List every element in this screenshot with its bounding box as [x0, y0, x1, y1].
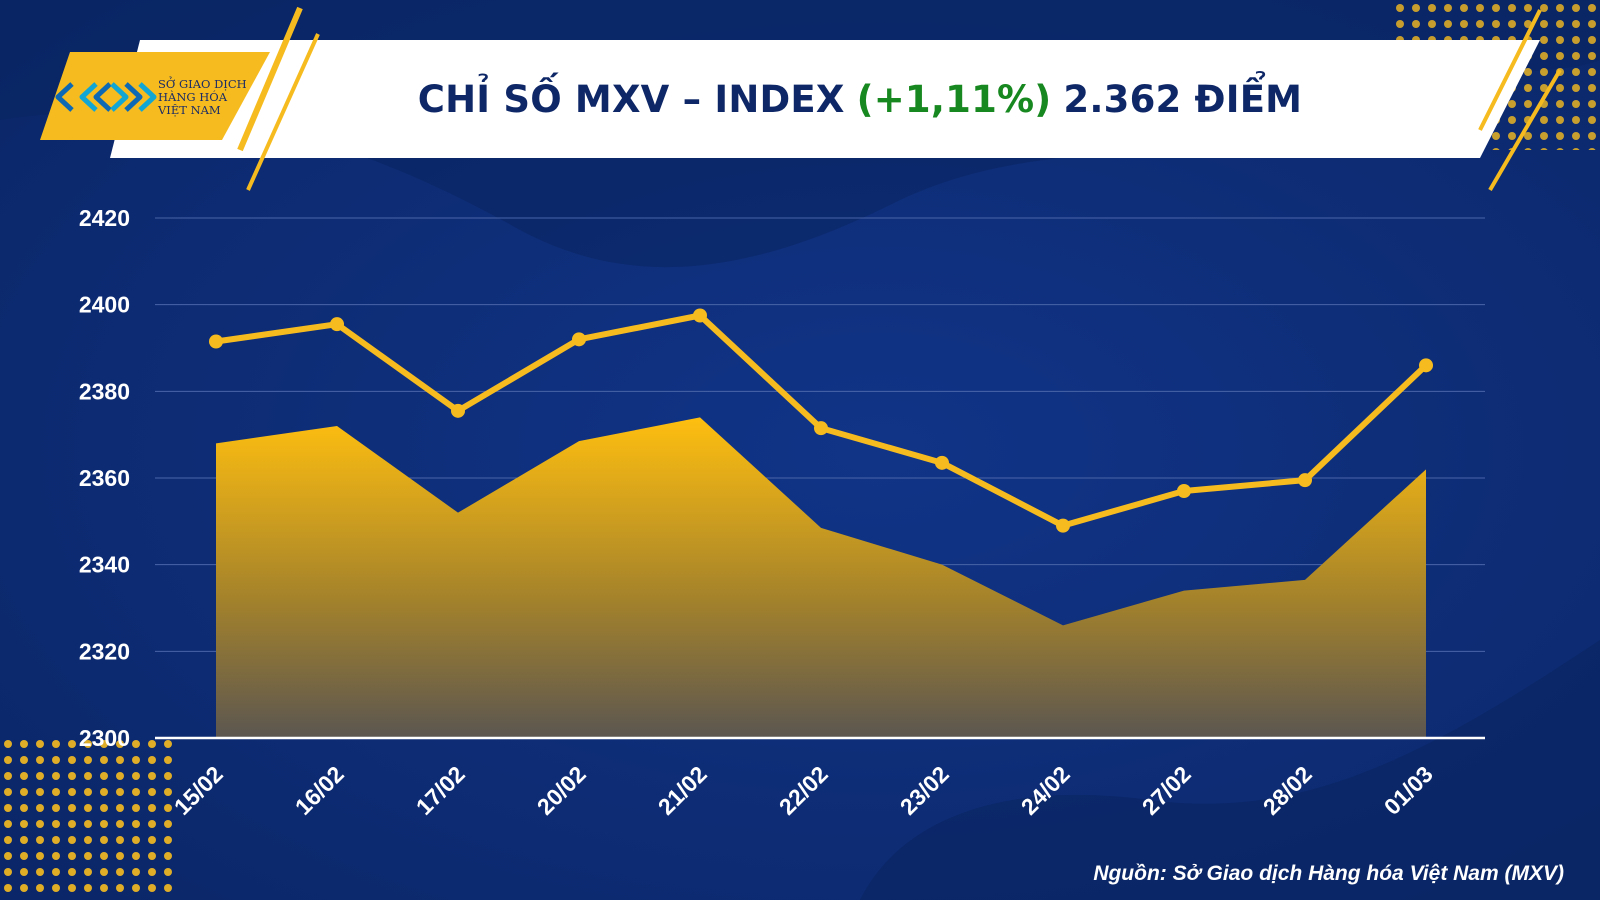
- logo-line-2: HÀNG HÓA: [158, 90, 227, 104]
- y-tick-label: 2380: [79, 378, 130, 404]
- y-tick-label: 2320: [79, 638, 130, 664]
- title-value: 2.362 ĐIỂM: [1063, 77, 1303, 121]
- title-main: CHỈ SỐ MXV – INDEX: [417, 77, 845, 121]
- logo-line-1: SỞ GIAO DỊCH: [158, 77, 247, 91]
- header-banner: [110, 40, 1540, 158]
- logo-mark: [55, 82, 157, 112]
- area-series: [216, 417, 1426, 738]
- title-change: (+1,11%): [856, 77, 1052, 121]
- y-tick-label: 2400: [79, 292, 130, 318]
- data-point: [1298, 473, 1312, 488]
- logo-text: SỞ GIAO DỊCH HÀNG HÓA VIỆT NAM: [158, 78, 247, 117]
- source-note: Nguồn: Sở Giao dịch Hàng hóa Việt Nam (M…: [1093, 862, 1564, 885]
- data-point: [1056, 518, 1070, 533]
- data-point: [572, 332, 586, 347]
- header-accent-stripe: [246, 33, 320, 191]
- data-point: [814, 421, 828, 436]
- area-series-fill: [216, 417, 1426, 738]
- data-point: [693, 308, 707, 323]
- data-point: [330, 317, 344, 332]
- data-point: [1177, 484, 1191, 498]
- y-tick-label: 2420: [79, 205, 130, 231]
- chart-title: CHỈ SỐ MXV – INDEX (+1,11%) 2.362 ĐIỂM: [300, 62, 1420, 136]
- y-tick-label: 2360: [79, 465, 130, 491]
- data-point: [209, 334, 223, 349]
- background-wave-lower: [860, 640, 1600, 900]
- header-accent-stripe-right: [1488, 68, 1562, 192]
- data-point: [935, 455, 949, 470]
- y-tick-label: 2300: [79, 725, 130, 751]
- dot-pattern-bottom-left: [0, 735, 180, 900]
- data-point: [1419, 358, 1433, 373]
- line-series: [209, 308, 1433, 533]
- data-point: [451, 403, 465, 418]
- logo-line-3: VIỆT NAM: [158, 103, 221, 117]
- y-tick-label: 2340: [79, 552, 130, 578]
- header-accent-stripe: [237, 6, 303, 152]
- header-accent-stripe-right: [1478, 9, 1542, 131]
